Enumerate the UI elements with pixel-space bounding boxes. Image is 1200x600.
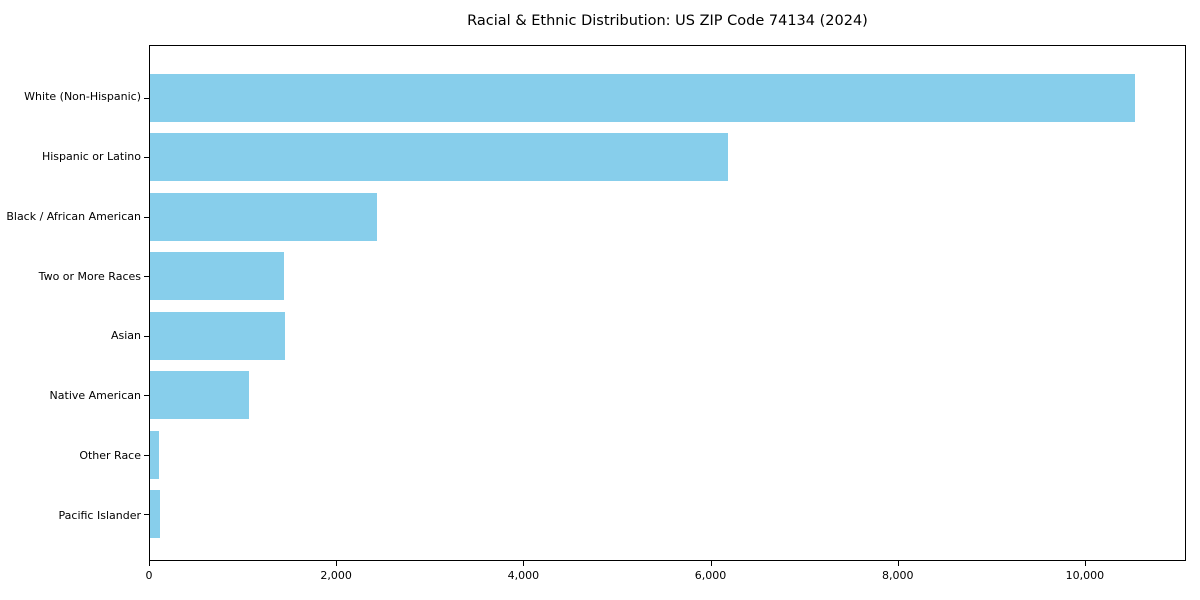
bar-hispanic-or-latino	[150, 133, 729, 182]
y-axis-label-black-african-american: Black / African American	[6, 209, 141, 223]
x-tick-mark	[336, 561, 338, 566]
y-tick-mark	[144, 454, 149, 456]
y-tick-mark	[144, 335, 149, 337]
bar-asian	[150, 311, 285, 360]
x-tick-mark	[1084, 561, 1086, 566]
bar-row	[144, 306, 1185, 366]
x-tick-mark	[897, 561, 899, 566]
y-axis-labels: White (Non-Hispanic) Hispanic or Latino Bl…	[0, 45, 141, 561]
y-tick-mark	[144, 514, 149, 516]
y-axis-label-other-race: Other Race	[79, 448, 141, 462]
bar-white-non-hispanic	[150, 73, 1136, 122]
y-axis-label-asian: Asian	[110, 329, 141, 343]
x-tick-label: 6,000	[694, 569, 727, 582]
x-tick-mark	[710, 561, 712, 566]
x-tick-label: 8,000	[881, 569, 914, 582]
bar-row	[144, 366, 1185, 426]
y-axis-label-two-or-more-races: Two or More Races	[38, 269, 141, 283]
y-axis-label-hispanic-or-latino: Hispanic or Latino	[41, 150, 141, 164]
y-tick-mark	[144, 157, 149, 159]
y-tick-mark	[144, 216, 149, 218]
y-tick-mark	[144, 395, 149, 397]
bar-row	[144, 247, 1185, 307]
y-tick-mark	[144, 97, 149, 99]
bar-black-african-american	[150, 192, 377, 241]
plot-area	[144, 45, 1186, 561]
x-tick-label: 0	[145, 569, 153, 582]
x-tick-label: 4,000	[507, 569, 540, 582]
y-axis-label-white-non-hispanic: White (Non-Hispanic)	[24, 90, 141, 104]
y-tick-mark	[144, 276, 149, 278]
chart-title: Racial & Ethnic Distribution: US ZIP Cod…	[467, 13, 868, 29]
x-tick-label: 10,000	[1065, 569, 1105, 582]
bar-row	[144, 425, 1185, 485]
bar-other-race	[150, 430, 160, 479]
bar-row	[144, 485, 1185, 545]
x-tick-mark	[149, 561, 150, 566]
y-axis-label-native-american: Native American	[49, 389, 141, 403]
bar-row	[144, 68, 1185, 128]
x-tick-mark	[523, 561, 525, 566]
y-axis-label-pacific-islander: Pacific Islander	[58, 508, 141, 522]
bar-series	[144, 46, 1185, 560]
bar-native-american	[150, 371, 250, 420]
x-tick-label: 2,000	[320, 569, 352, 582]
bar-two-or-more-races	[150, 252, 284, 301]
x-axis: 0 2,000 4,000 6,000 8,000 10,000	[145, 561, 1186, 593]
bar-row	[144, 187, 1185, 247]
bar-row	[144, 128, 1185, 188]
bar-pacific-islander	[150, 490, 161, 539]
